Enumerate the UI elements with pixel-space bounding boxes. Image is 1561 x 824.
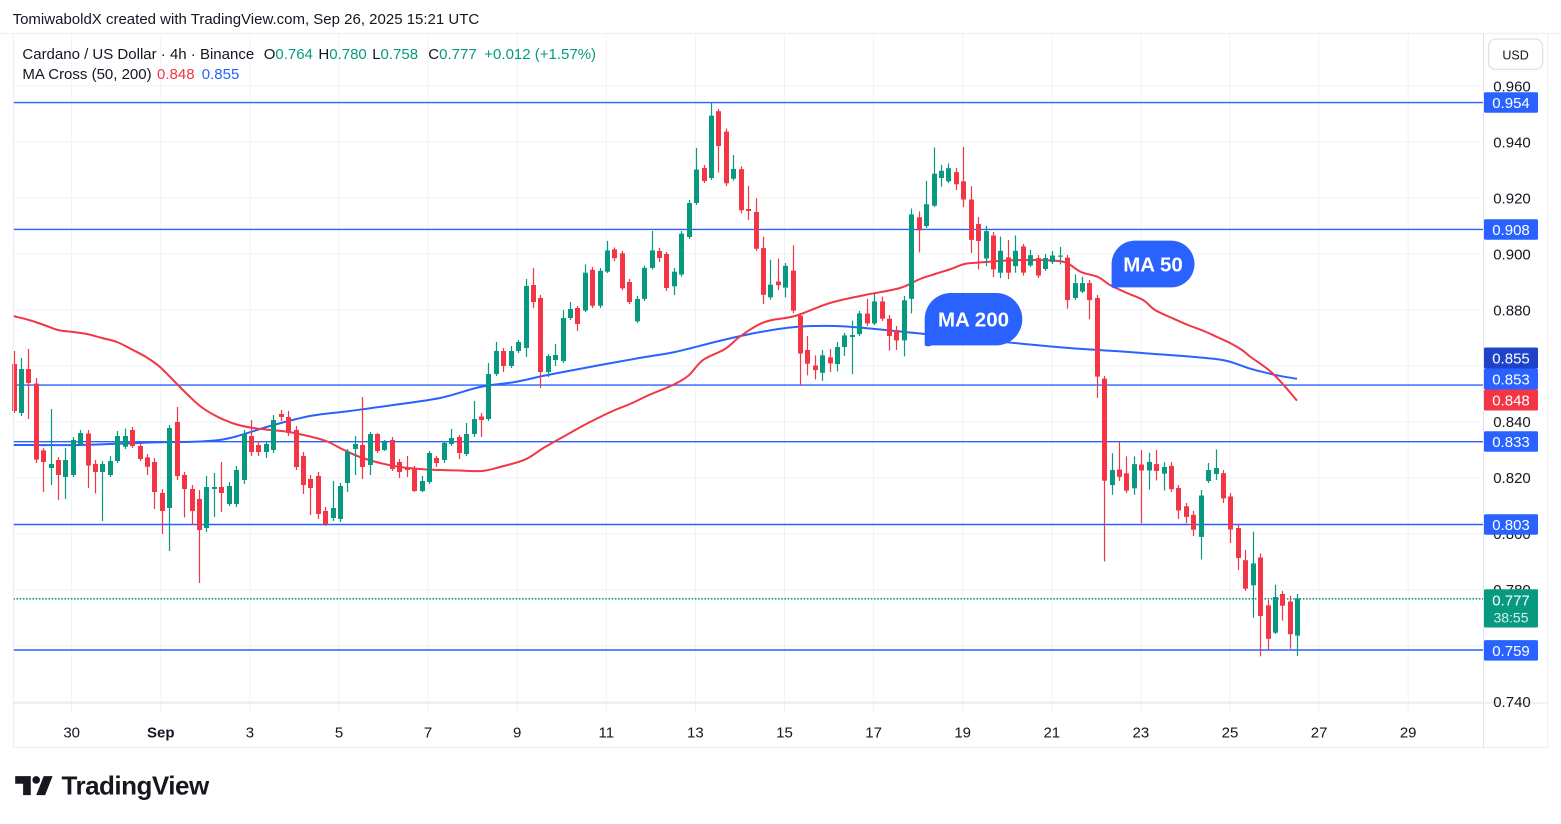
svg-text:29: 29 <box>1400 725 1417 742</box>
svg-text:MA 50: MA 50 <box>1123 254 1183 277</box>
svg-text:9: 9 <box>513 725 521 742</box>
svg-text:0.759: 0.759 <box>1492 643 1530 660</box>
svg-text:0.853: 0.853 <box>1492 372 1530 389</box>
svg-text:17: 17 <box>865 725 882 742</box>
svg-text:5: 5 <box>335 725 343 742</box>
svg-text:0.855: 0.855 <box>1492 351 1530 368</box>
svg-text:USD: USD <box>1502 48 1528 62</box>
svg-text:13: 13 <box>687 725 704 742</box>
svg-text:0.920: 0.920 <box>1493 190 1531 207</box>
svg-text:0.900: 0.900 <box>1493 246 1531 263</box>
svg-text:0.880: 0.880 <box>1493 302 1531 319</box>
svg-text:7: 7 <box>424 725 432 742</box>
svg-text:3: 3 <box>246 725 254 742</box>
svg-text:0.803: 0.803 <box>1492 517 1530 534</box>
svg-text:0.908: 0.908 <box>1492 222 1530 239</box>
svg-text:25: 25 <box>1222 725 1239 742</box>
svg-text:0.954: 0.954 <box>1492 95 1530 112</box>
svg-text:0.848: 0.848 <box>1492 393 1530 410</box>
svg-text:0.833: 0.833 <box>1492 434 1530 451</box>
svg-text:MA 200: MA 200 <box>938 309 1009 332</box>
svg-text:0.840: 0.840 <box>1493 414 1531 431</box>
svg-text:38:55: 38:55 <box>1493 609 1528 625</box>
svg-text:0.777: 0.777 <box>1492 592 1530 609</box>
svg-text:0.940: 0.940 <box>1493 134 1531 151</box>
svg-text:0.960: 0.960 <box>1493 78 1531 95</box>
svg-text:21: 21 <box>1043 725 1060 742</box>
svg-text:0.740: 0.740 <box>1493 694 1531 711</box>
svg-text:23: 23 <box>1133 725 1150 742</box>
svg-text:27: 27 <box>1311 725 1328 742</box>
svg-text:Sep: Sep <box>147 725 175 742</box>
svg-text:TradingView: TradingView <box>62 771 210 801</box>
svg-text:30: 30 <box>63 725 80 742</box>
svg-text:0.820: 0.820 <box>1493 470 1531 487</box>
svg-text:15: 15 <box>776 725 793 742</box>
svg-text:19: 19 <box>954 725 971 742</box>
svg-text:11: 11 <box>599 725 615 742</box>
